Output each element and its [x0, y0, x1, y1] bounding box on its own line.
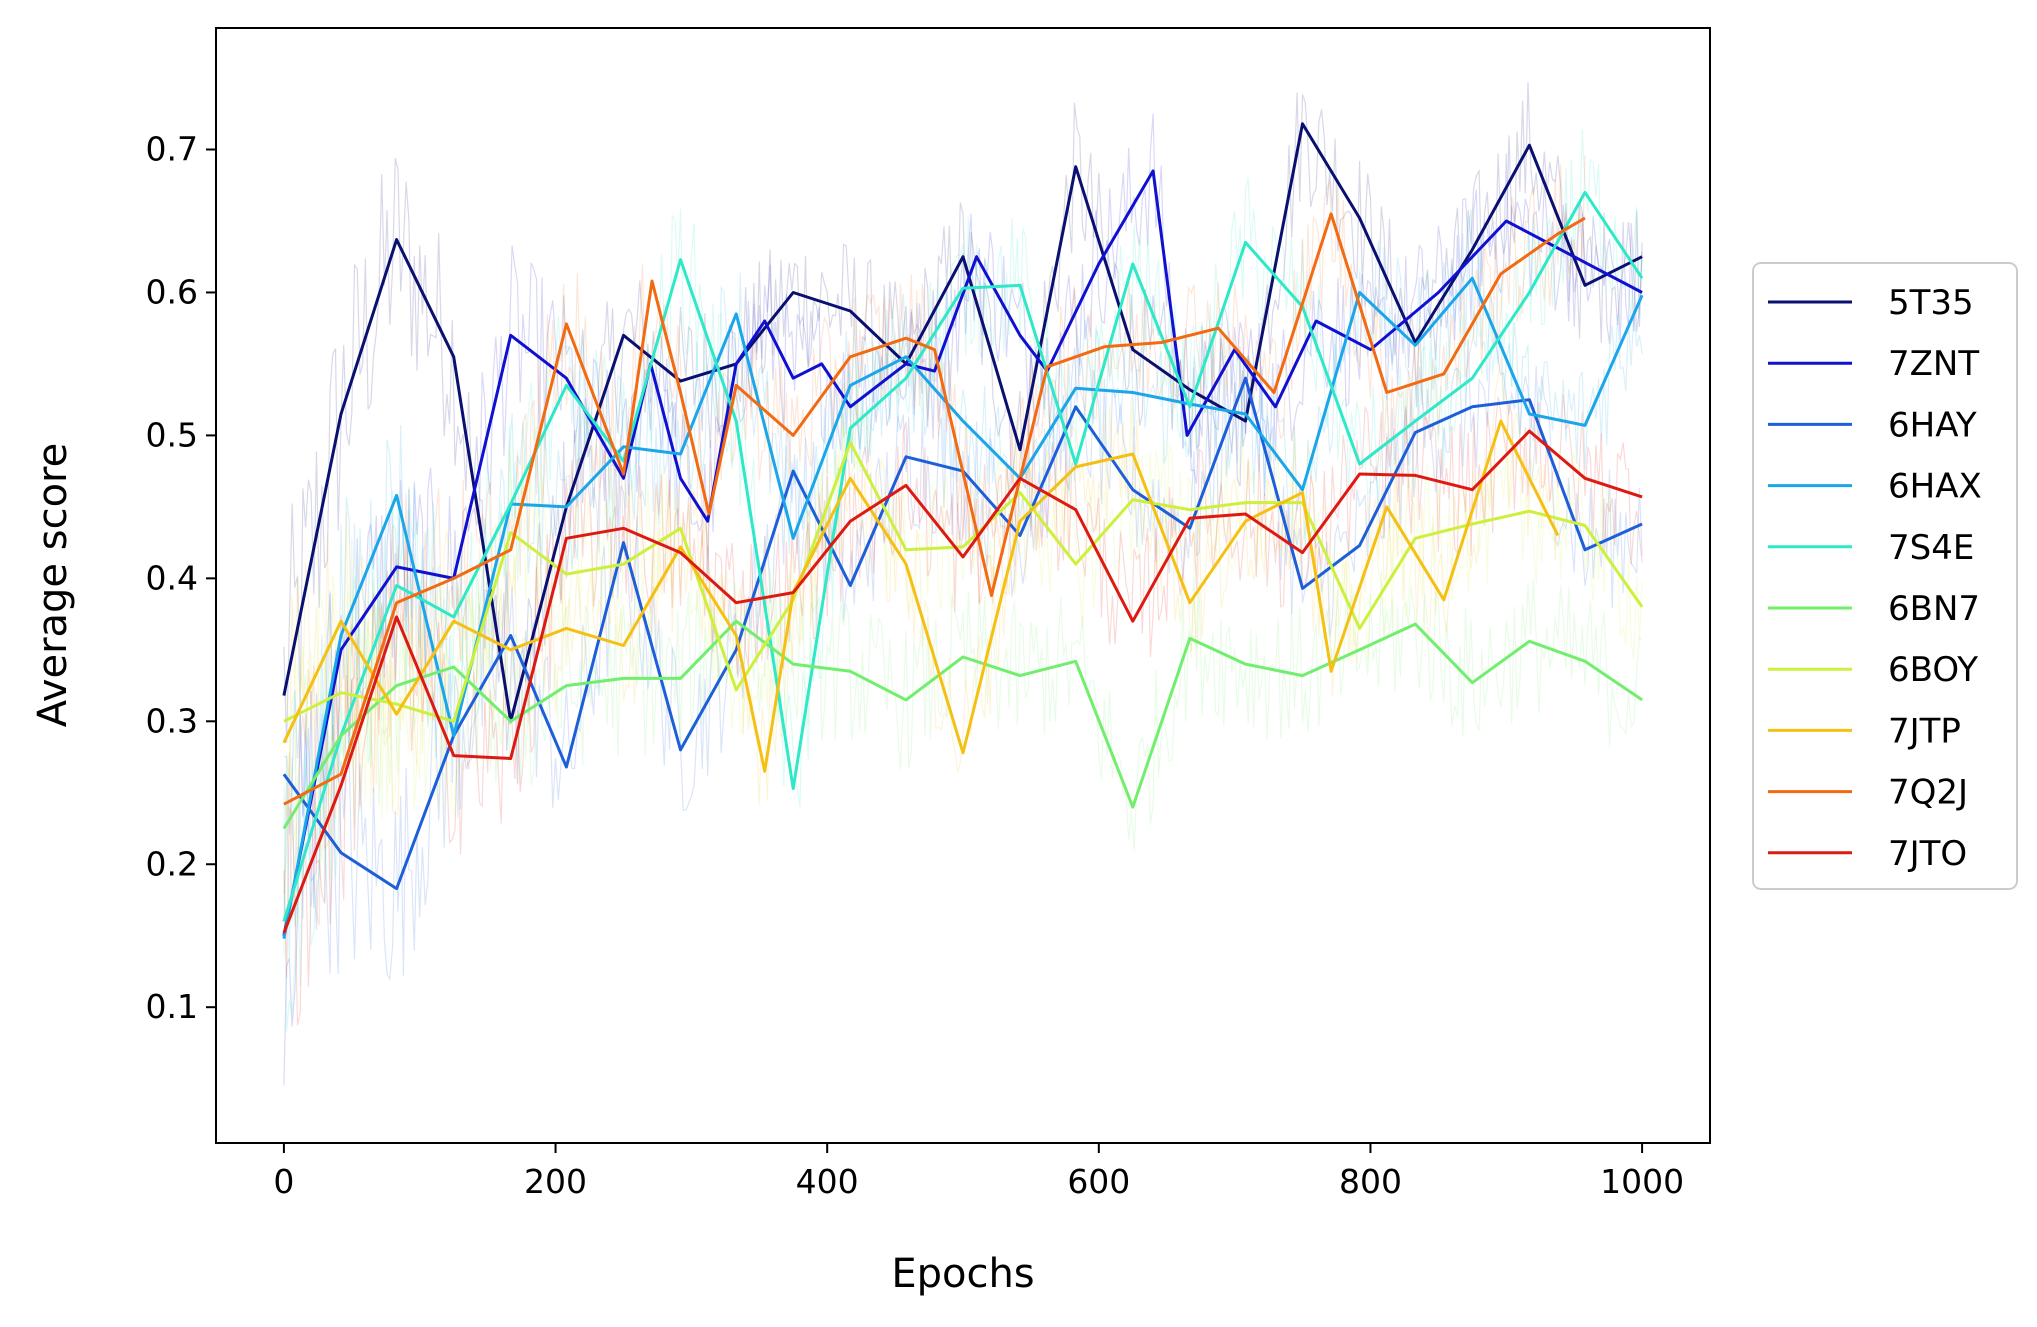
y-tick-label: 0.5 [146, 415, 198, 454]
x-tick-label: 400 [796, 1162, 859, 1201]
series-line-7jto [282, 429, 1643, 934]
x-axis-ticks: 0 200 400 600 800 1000 [273, 1143, 1684, 1201]
x-axis-title: Epochs [891, 1251, 1034, 1297]
legend-label: 7Q2J [1888, 773, 1968, 813]
noise-trace [283, 129, 1643, 1032]
x-tick-label: 0 [273, 1162, 294, 1201]
series-line-7q2j [283, 212, 1586, 806]
y-axis-ticks: 0.1 0.2 0.3 0.4 0.5 0.6 0.7 [146, 130, 216, 1026]
noise-trace [283, 399, 1643, 842]
legend: 5T35 7ZNT 6HAY 6HAX 7S4E 6BN7 6BOY 7JTP 7Q2J 7JTO [1752, 262, 2018, 890]
y-tick-label: 0.2 [146, 844, 198, 883]
y-tick-label: 0.1 [146, 987, 198, 1026]
series-line-7znt [282, 169, 1643, 936]
legend-label: 7ZNT [1888, 344, 1979, 384]
x-tick-label: 600 [1067, 1162, 1130, 1201]
x-tick-label: 200 [524, 1162, 587, 1201]
legend-label: 7S4E [1888, 528, 1974, 568]
plot-frame [215, 27, 1711, 1144]
y-tick-label: 0.3 [146, 701, 198, 740]
x-tick-label: 800 [1339, 1162, 1402, 1201]
series-line-6bn7 [282, 619, 1643, 830]
y-tick-label: 0.6 [146, 272, 198, 311]
series-line-7s4e [282, 190, 1644, 922]
legend-label: 5T35 [1888, 283, 1974, 323]
legend-label: 7JTP [1888, 711, 1961, 751]
y-tick-label: 0.4 [146, 558, 198, 597]
legend-frame [1752, 262, 2018, 890]
legend-label: 7JTO [1888, 834, 1967, 874]
noise-trace [283, 356, 1559, 818]
noise-trace [283, 332, 1643, 982]
legend-label: 6HAX [1888, 467, 1982, 507]
legend-label: 6BOY [1888, 650, 1978, 690]
legend-label: 6BN7 [1888, 589, 1980, 629]
y-axis-title: Average score [30, 443, 76, 727]
series-line-6boy [283, 441, 1644, 723]
legend-label: 6HAY [1888, 405, 1977, 445]
series-lines [282, 122, 1644, 939]
x-tick-label: 1000 [1600, 1162, 1684, 1201]
series-line-7jtp [282, 419, 1560, 773]
y-tick-label: 0.7 [146, 130, 198, 169]
noise-trace [283, 568, 1643, 957]
noise-trace [283, 113, 1643, 1085]
